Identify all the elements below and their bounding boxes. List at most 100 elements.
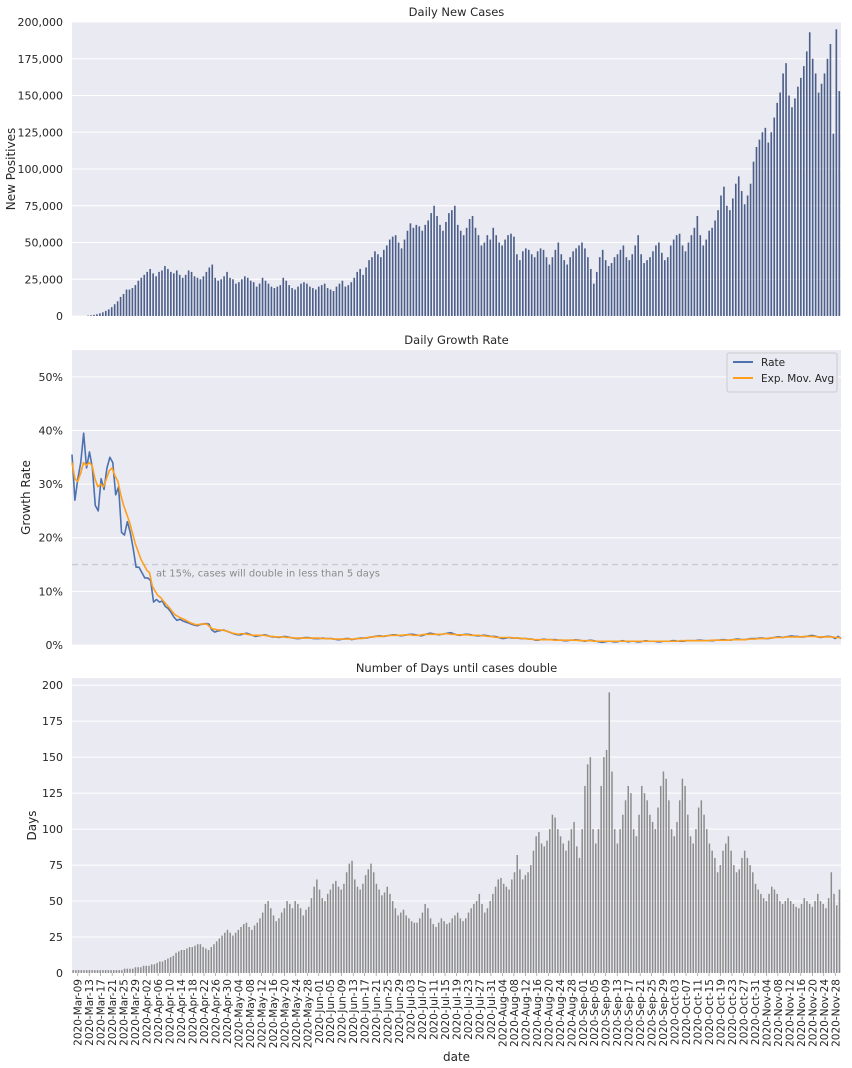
bar (722, 850, 724, 973)
bar (335, 286, 338, 316)
bar (264, 280, 267, 316)
y-tick-label: 125 (42, 787, 63, 800)
bar (829, 44, 832, 317)
bar (693, 227, 696, 316)
bar (689, 836, 692, 973)
bar (155, 276, 157, 316)
bar (374, 251, 376, 316)
bar (270, 908, 272, 973)
bar (356, 271, 359, 316)
bar (88, 970, 91, 973)
bar (400, 248, 403, 316)
bar (149, 268, 151, 316)
bar (199, 944, 202, 973)
bar (741, 857, 743, 973)
bar (740, 191, 743, 316)
bar (805, 51, 808, 317)
bar (779, 901, 781, 973)
bar (681, 245, 684, 316)
x-tick-label: 2020-Nov-04 (761, 979, 773, 1047)
bar (760, 893, 762, 973)
bar (733, 865, 735, 973)
bar (830, 872, 833, 973)
bar (359, 889, 361, 973)
x-tick-label: 2020-Apr-10 (165, 979, 177, 1044)
bar (412, 227, 415, 316)
bar (72, 970, 74, 973)
bar (161, 270, 163, 316)
y-tick-label: 25,000 (25, 273, 64, 286)
bar (625, 257, 628, 316)
bar (705, 239, 708, 316)
x-tick-label: 2020-Nov-16 (796, 979, 808, 1047)
bar (172, 955, 175, 973)
bar (75, 970, 77, 973)
bar (208, 267, 211, 316)
bar (785, 63, 787, 316)
bar (188, 947, 191, 973)
bar (494, 886, 497, 973)
bar (504, 239, 506, 316)
bar (551, 257, 554, 316)
x-tick-label: 2020-Nov-08 (773, 979, 785, 1047)
x-tick-label: 2020-May-16 (268, 979, 280, 1049)
bar (115, 970, 118, 973)
bar (129, 968, 131, 973)
bar (261, 277, 264, 316)
bar (782, 73, 784, 316)
bar (337, 886, 340, 973)
bar (232, 935, 234, 973)
bar (229, 932, 231, 973)
bar (297, 286, 299, 316)
bar (560, 254, 563, 316)
bar (424, 224, 427, 316)
bar (442, 230, 444, 316)
bar (102, 312, 104, 316)
bar (90, 315, 92, 316)
bar (183, 949, 185, 973)
bar (326, 893, 329, 973)
bar (711, 850, 713, 973)
bar (798, 908, 800, 973)
bar (800, 903, 803, 973)
bar (613, 829, 616, 973)
bar (214, 277, 217, 316)
bar (302, 915, 305, 973)
panel-1: 0 25,000 50,000 75,000 100,000 125,000 150,000… (4, 5, 841, 323)
bar (631, 254, 634, 316)
bar (372, 872, 375, 973)
bar (573, 821, 575, 973)
bar (714, 857, 716, 973)
bar (737, 176, 740, 316)
bar (697, 807, 700, 973)
bar (193, 276, 196, 316)
bar (370, 863, 372, 973)
bar (134, 967, 137, 973)
bar (312, 288, 314, 316)
bar (320, 285, 323, 316)
x-tick-label: 2020-Jun-01 (314, 979, 326, 1044)
bar (613, 257, 616, 316)
bar (632, 829, 635, 973)
bar (94, 970, 96, 973)
bar (285, 280, 288, 316)
bar (781, 903, 784, 973)
bar (669, 245, 672, 316)
bar (345, 872, 348, 973)
bar (456, 912, 459, 973)
bar (394, 235, 397, 316)
bar (600, 785, 602, 973)
bar (808, 32, 811, 316)
x-tick-label: 2020-Apr-26 (210, 979, 222, 1044)
bar (223, 276, 225, 316)
bar (131, 288, 134, 316)
bar (400, 912, 402, 973)
bar (191, 947, 194, 973)
bar (767, 142, 770, 316)
bar (462, 235, 465, 316)
x-tick-label: 2020-Nov-20 (807, 979, 819, 1047)
bar (316, 879, 318, 973)
bar (757, 889, 759, 973)
bar (427, 908, 429, 973)
bar (410, 921, 413, 973)
